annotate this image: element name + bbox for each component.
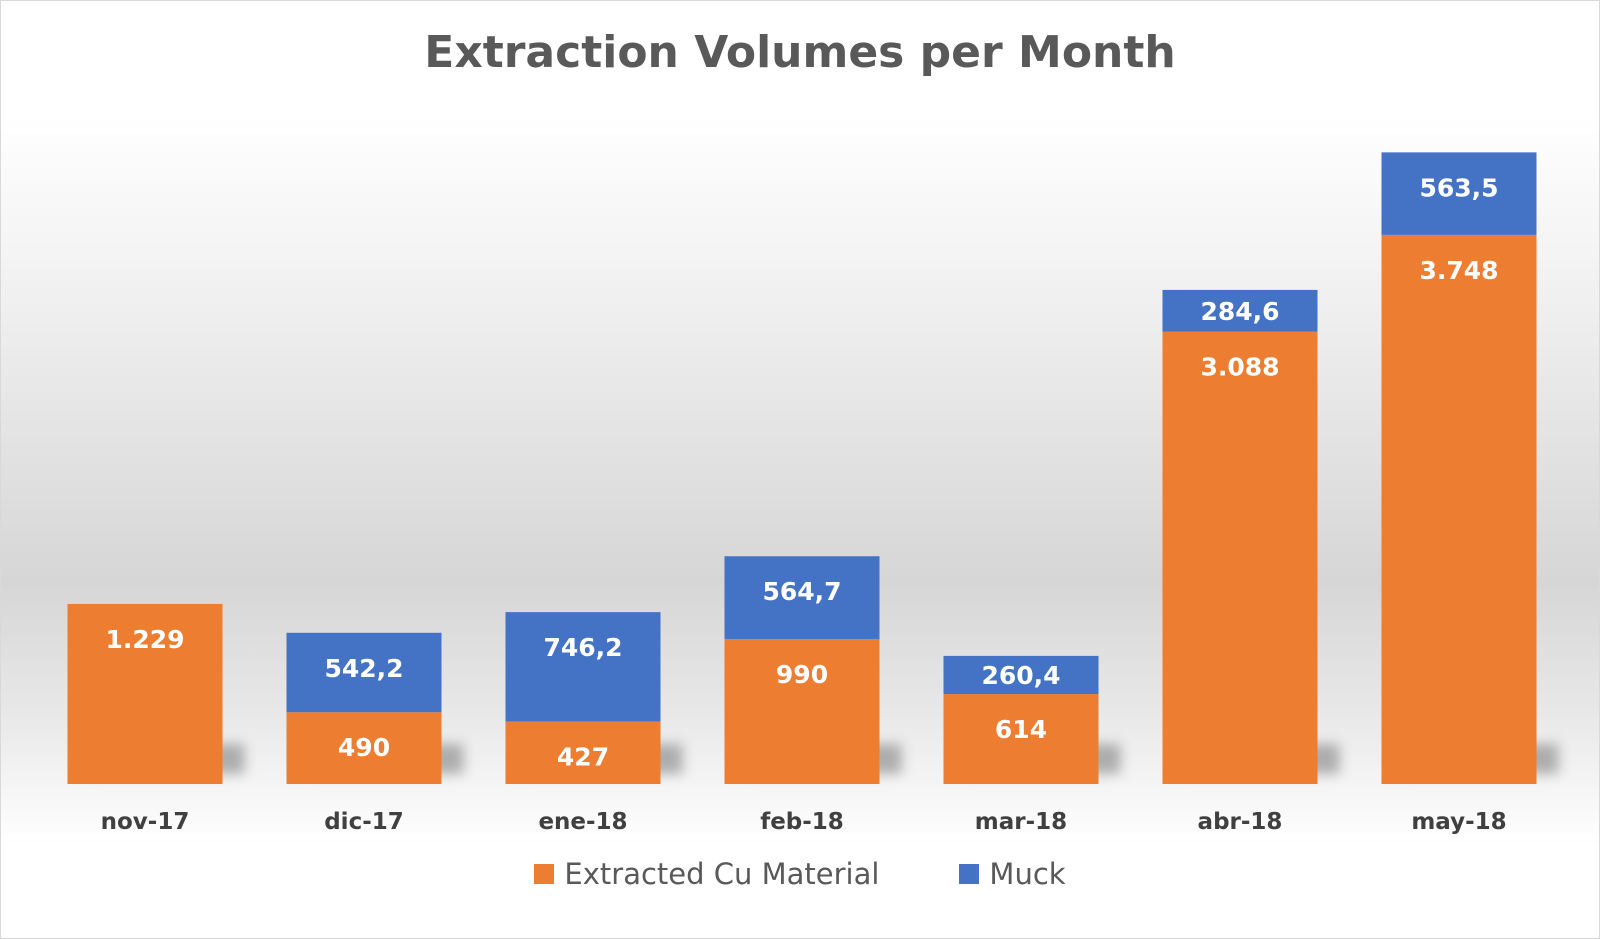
bar-muck-mar-18: [943, 655, 1099, 695]
legend-swatch-muck: [959, 864, 980, 884]
bar-extracted-cu-material-dic-17: [286, 712, 442, 784]
x-tick-label-abr-18: abr-18: [1198, 809, 1283, 835]
data-label-muck-dic-17: 542,2: [324, 654, 403, 683]
bar-muck-feb-18: [724, 556, 880, 639]
legend-item-muck: Muck: [959, 857, 1066, 891]
data-label-extracted-cu-material-may-18: 3.748: [1419, 256, 1498, 285]
data-label-extracted-cu-material-feb-18: 990: [776, 660, 828, 689]
chart-legend: Extracted Cu Material Muck: [1, 857, 1599, 891]
bar-extracted-cu-material-mar-18: [943, 694, 1099, 784]
x-tick-label-dic-17: dic-17: [324, 809, 404, 835]
data-label-muck-mar-18: 260,4: [981, 661, 1060, 690]
data-label-muck-abr-18: 284,6: [1200, 297, 1279, 326]
bar-muck-ene-18: [505, 612, 661, 722]
bar-extracted-cu-material-may-18: [1381, 234, 1537, 785]
x-tick-label-feb-18: feb-18: [760, 809, 844, 835]
x-tick-label-mar-18: mar-18: [975, 809, 1067, 835]
data-label-muck-ene-18: 746,2: [543, 633, 622, 662]
legend-swatch-extracted-cu: [534, 864, 555, 884]
x-tick-label-ene-18: ene-18: [538, 809, 627, 835]
data-label-muck-feb-18: 564,7: [762, 577, 841, 606]
bar-extracted-cu-material-abr-18: [1162, 331, 1318, 784]
legend-item-extracted-cu: Extracted Cu Material: [534, 857, 879, 891]
data-label-extracted-cu-material-dic-17: 490: [338, 733, 390, 762]
data-label-extracted-cu-material-nov-17: 1.229: [105, 625, 184, 654]
bar-extracted-cu-material-nov-17: [67, 603, 223, 784]
data-label-extracted-cu-material-mar-18: 614: [995, 715, 1047, 744]
bar-extracted-cu-material-feb-18: [724, 638, 880, 784]
data-label-extracted-cu-material-ene-18: 427: [557, 742, 609, 771]
bar-muck-may-18: [1381, 152, 1537, 235]
bar-muck-abr-18: [1162, 289, 1318, 332]
legend-label-extracted-cu: Extracted Cu Material: [564, 857, 880, 891]
bar-muck-dic-17: [286, 632, 442, 713]
bar-extracted-cu-material-ene-18: [505, 721, 661, 784]
data-label-extracted-cu-material-abr-18: 3.088: [1200, 353, 1279, 382]
x-tick-label-nov-17: nov-17: [101, 809, 190, 835]
legend-label-muck: Muck: [989, 857, 1066, 891]
data-label-muck-may-18: 563,5: [1419, 173, 1498, 202]
chart-title: Extraction Volumes per Month: [424, 27, 1176, 78]
x-tick-label-may-18: may-18: [1411, 809, 1506, 835]
